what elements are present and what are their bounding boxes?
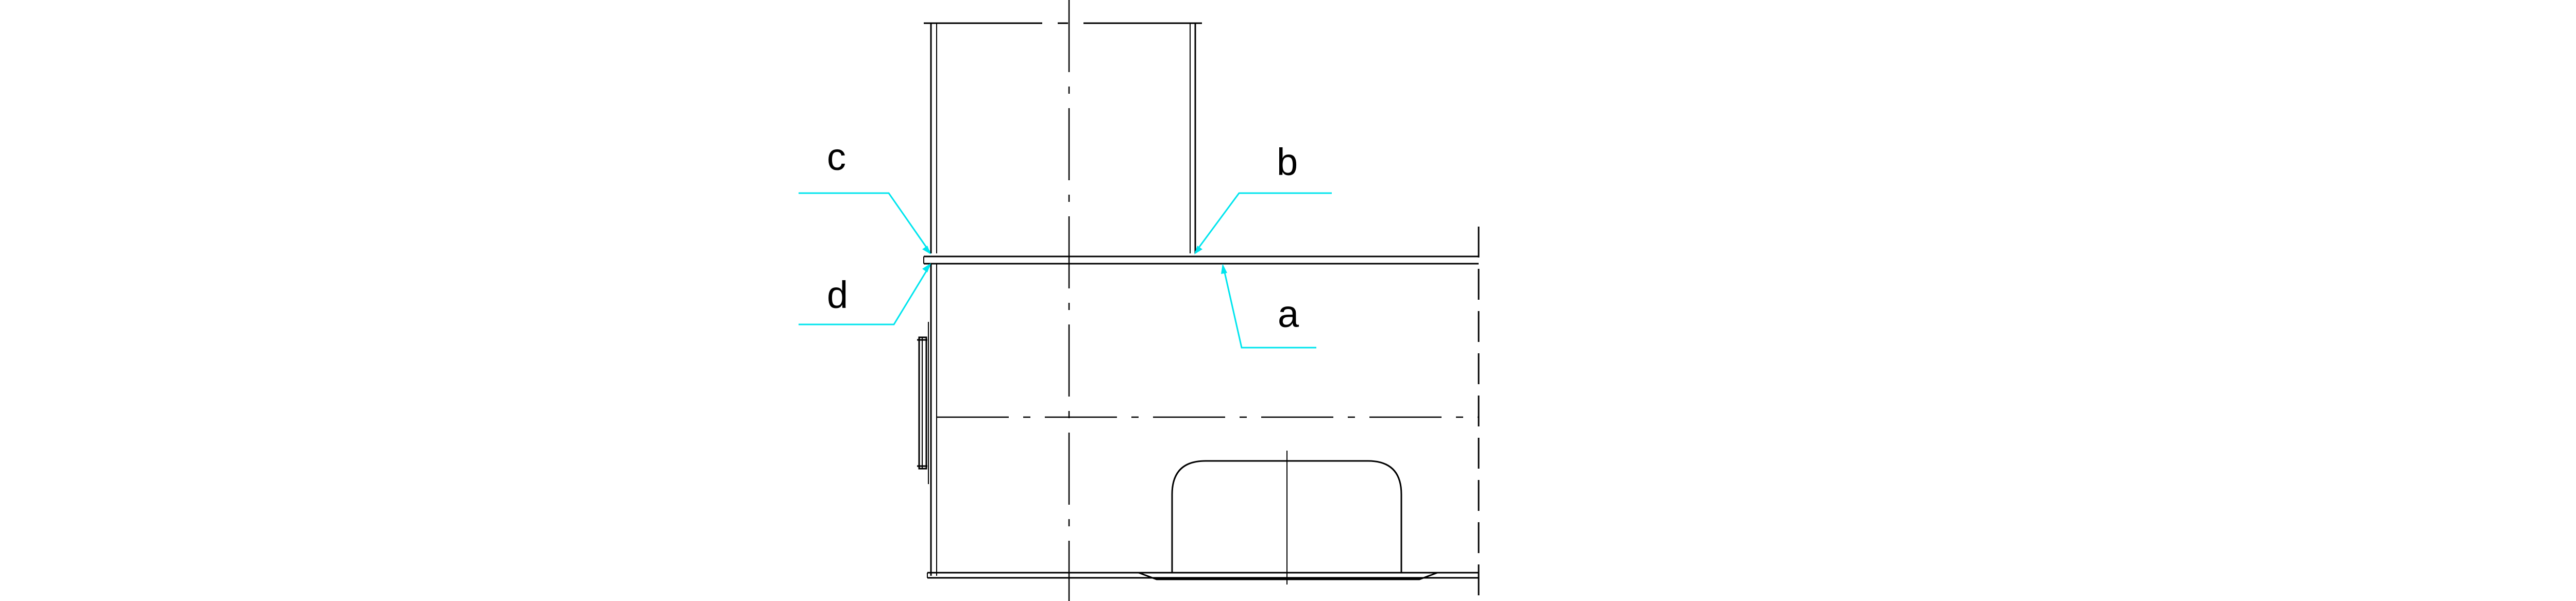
arrow-b — [1194, 246, 1202, 254]
inspection-opening — [1138, 460, 1438, 580]
arrow-a — [1221, 264, 1227, 274]
leader-b — [1194, 192, 1332, 253]
upper-branch-duct — [924, 22, 1211, 253]
leader-lines — [799, 192, 1332, 349]
leader-a — [1223, 267, 1316, 349]
side-handle — [917, 322, 929, 484]
leader-d — [799, 265, 931, 325]
leader-c — [799, 192, 931, 253]
arrow-c — [922, 246, 931, 254]
label-d: d — [827, 273, 848, 316]
arrow-d — [922, 263, 931, 272]
label-c: c — [827, 135, 846, 178]
main-duct — [923, 227, 1480, 601]
label-b: b — [1277, 141, 1298, 183]
center-lines — [937, 0, 1479, 601]
label-a: a — [1278, 293, 1299, 335]
